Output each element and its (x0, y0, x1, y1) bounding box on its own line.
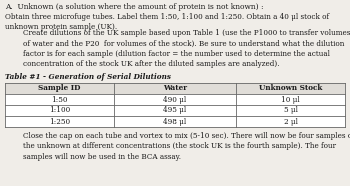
Text: 1:50: 1:50 (51, 95, 68, 103)
Text: A.  Unknown (a solution where the amount of protein is not known) :: A. Unknown (a solution where the amount … (5, 3, 264, 11)
Text: 490 μl: 490 μl (163, 95, 187, 103)
Text: 498 μl: 498 μl (163, 118, 187, 126)
Text: Sample ID: Sample ID (38, 84, 80, 92)
Text: 1:100: 1:100 (49, 107, 70, 115)
Text: 495 μl: 495 μl (163, 107, 187, 115)
Text: 10 μl: 10 μl (281, 95, 300, 103)
Text: 2 μl: 2 μl (284, 118, 298, 126)
Text: Water: Water (163, 84, 187, 92)
Text: 5 μl: 5 μl (284, 107, 298, 115)
Bar (5, 83, 345, 94)
Text: 1:250: 1:250 (49, 118, 70, 126)
Text: Create dilutions of the UK sample based upon Table 1 (use the P1000 to transfer : Create dilutions of the UK sample based … (5, 29, 350, 68)
Text: Unknown Stock: Unknown Stock (259, 84, 322, 92)
Bar (5, 83, 345, 127)
Text: Close the cap on each tube and vortex to mix (5-10 sec). There will now be four : Close the cap on each tube and vortex to… (5, 132, 350, 161)
Text: Table #1 - Generation of Serial Dilutions: Table #1 - Generation of Serial Dilution… (5, 73, 171, 81)
Text: Obtain three microfuge tubes. Label them 1:50, 1:100 and 1:250. Obtain a 40 μl s: Obtain three microfuge tubes. Label them… (5, 13, 329, 31)
